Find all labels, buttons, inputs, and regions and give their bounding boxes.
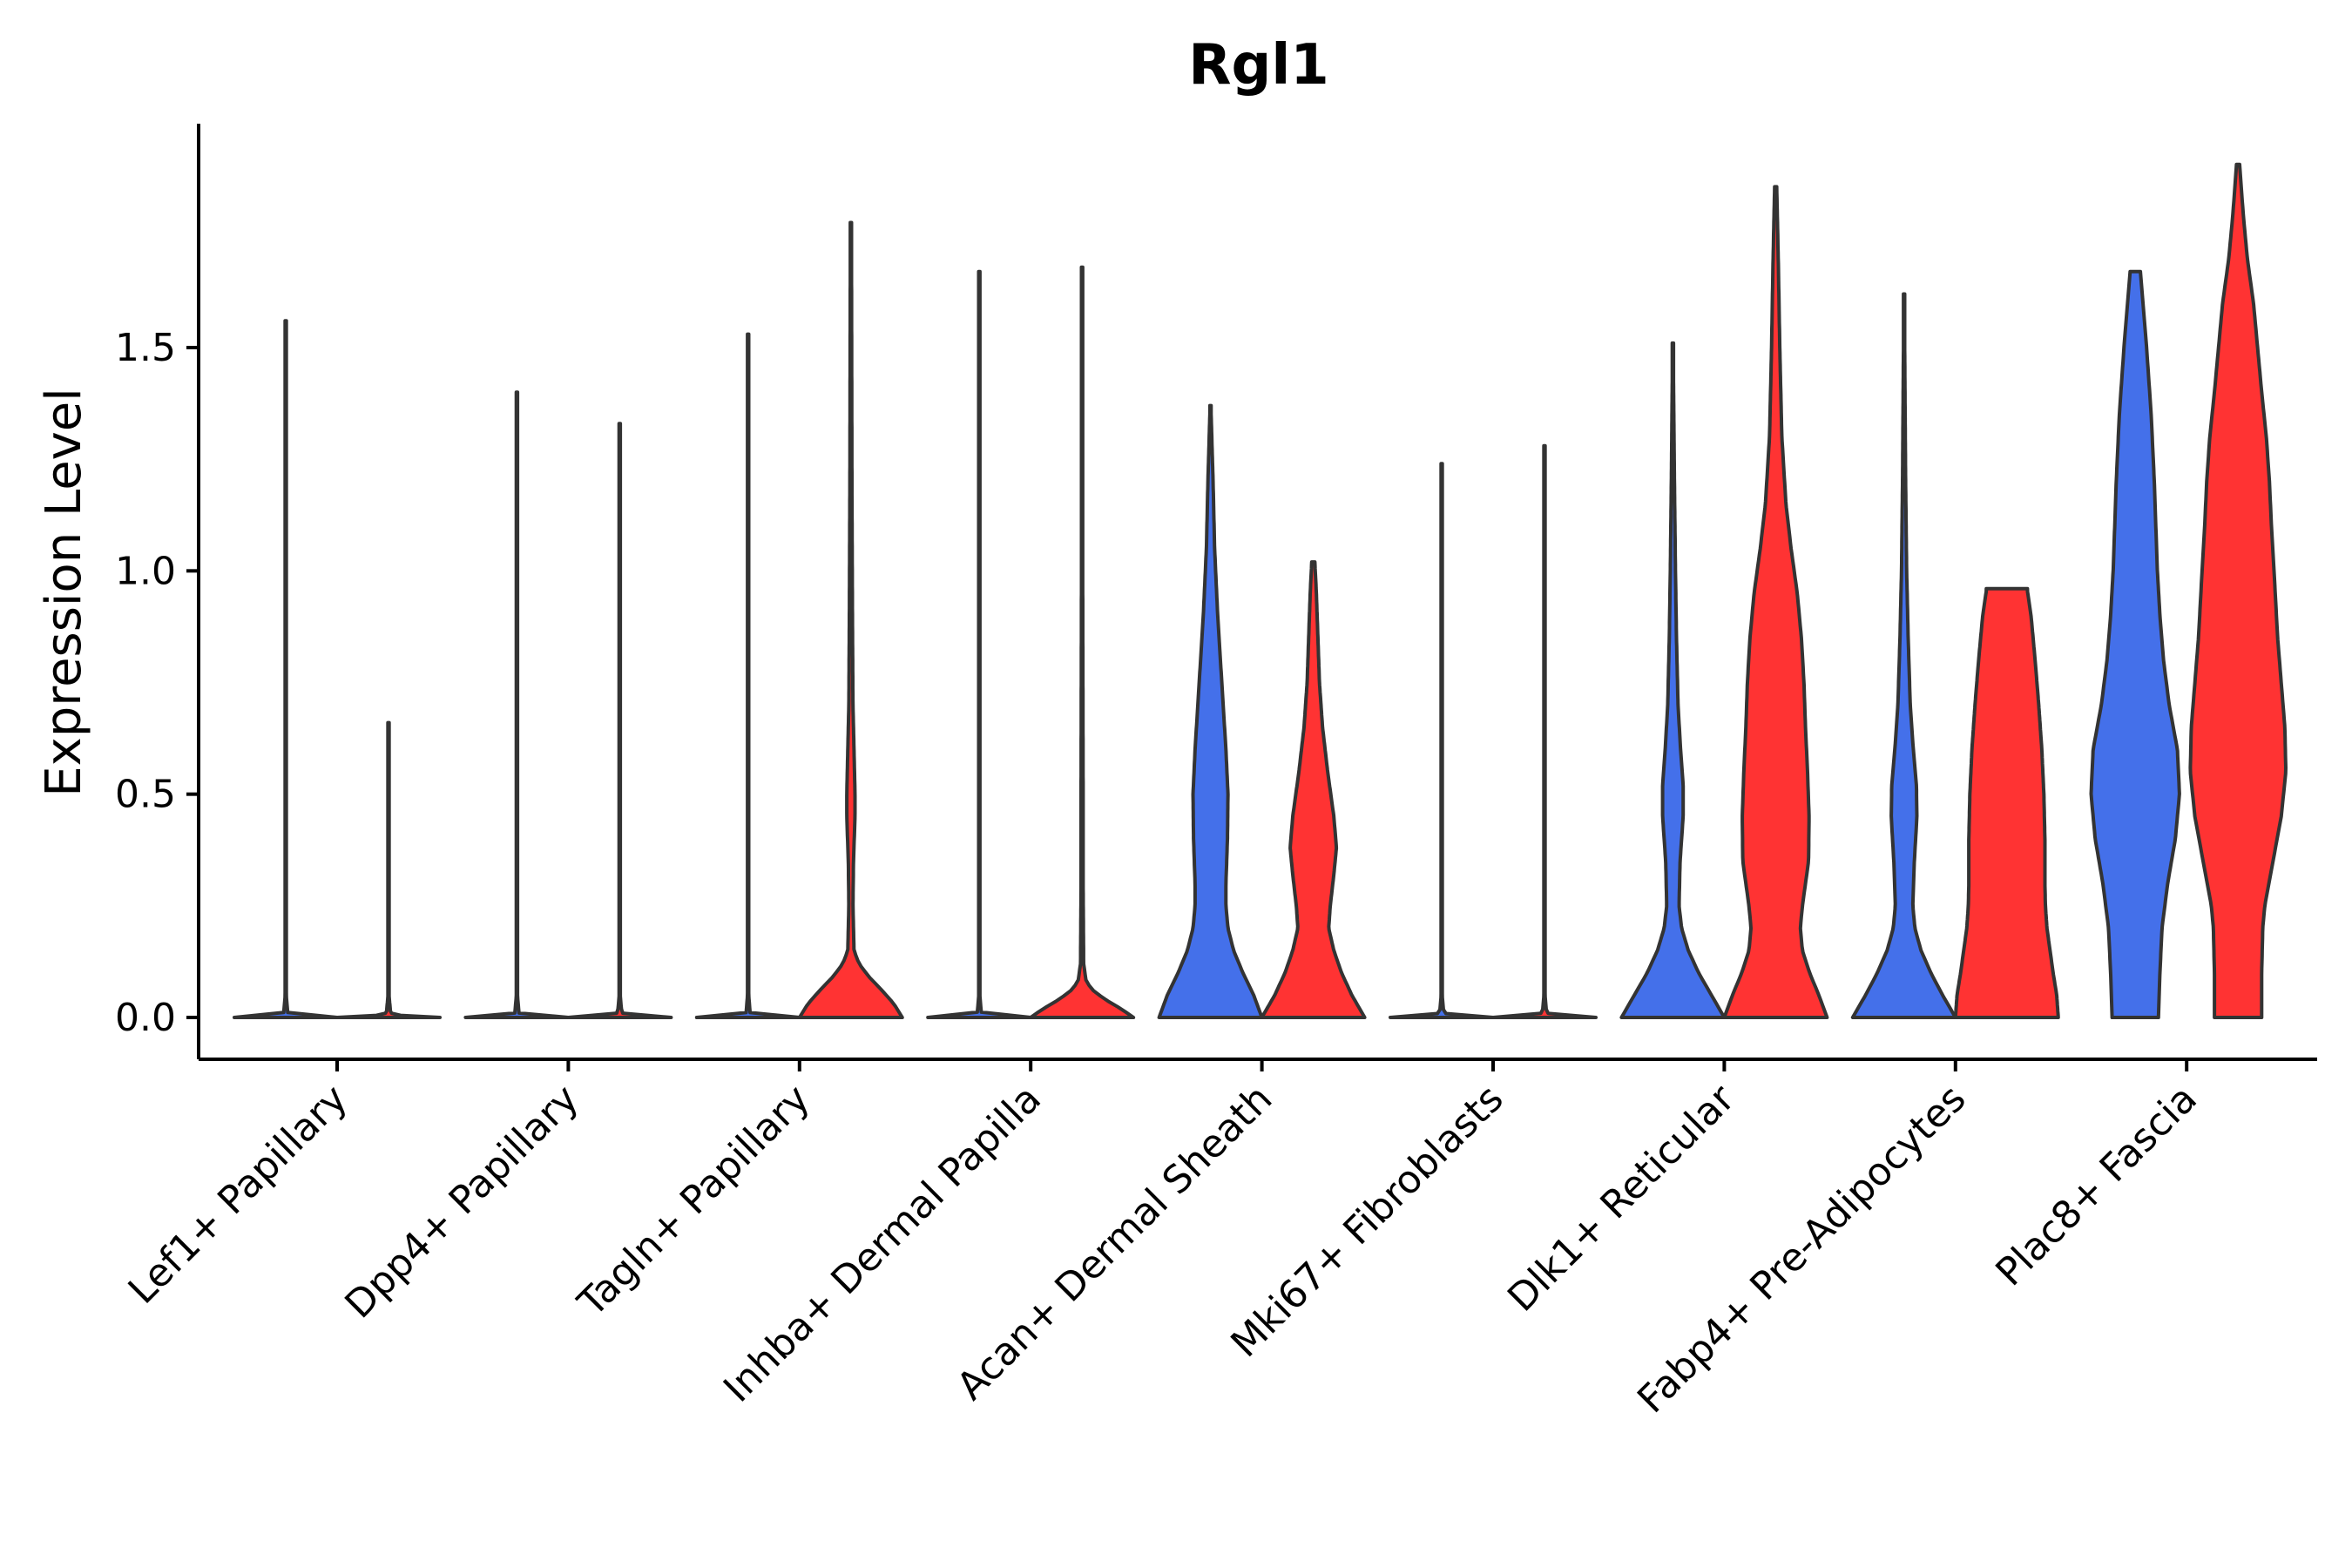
violin-layer <box>233 162 2288 1019</box>
violin-group1-2 <box>694 332 801 1019</box>
x-tick-label: Dpp4+ Papillary <box>337 1077 588 1328</box>
y-ticks: 0.0 0.5 1.0 1.5 <box>115 326 199 1040</box>
violin-group2-4 <box>1260 560 1367 1019</box>
violin-group1-1 <box>463 390 571 1019</box>
violin-group2-8 <box>2188 162 2288 1019</box>
violin-group2-6 <box>1722 185 1829 1019</box>
violin-group1-4 <box>1157 403 1264 1019</box>
x-tick-label: Tagln+ Papillary <box>569 1077 818 1326</box>
violin-group1-0 <box>233 319 339 1019</box>
y-tick-label: 1.5 <box>115 326 176 370</box>
violin-group2-1 <box>566 422 673 1019</box>
x-tick-label: Lef1+ Papillary <box>120 1077 356 1313</box>
chart-title: Rgl1 <box>1188 33 1329 98</box>
violin-group2-2 <box>797 220 904 1019</box>
y-tick-label: 1.0 <box>115 549 176 593</box>
x-tick-label: Dlk1+ Reticular <box>1499 1076 1744 1321</box>
violin-group2-5 <box>1491 443 1598 1019</box>
violin-group1-8 <box>2089 269 2181 1019</box>
violin-group1-5 <box>1389 462 1495 1019</box>
violin-group2-3 <box>1029 265 1136 1019</box>
axes <box>197 124 2317 1061</box>
violin-group1-6 <box>1619 341 1727 1019</box>
violin-group2-0 <box>335 720 442 1019</box>
violin-group1-3 <box>926 269 1033 1019</box>
y-tick-label: 0.0 <box>115 996 176 1040</box>
x-tick-label: Plac8+ Fascia <box>1987 1077 2206 1295</box>
y-tick-label: 0.5 <box>115 773 176 817</box>
violin-group2-7 <box>1953 586 2060 1019</box>
violin-group1-7 <box>1850 292 1957 1019</box>
y-axis-title: Expression Level <box>36 388 92 797</box>
